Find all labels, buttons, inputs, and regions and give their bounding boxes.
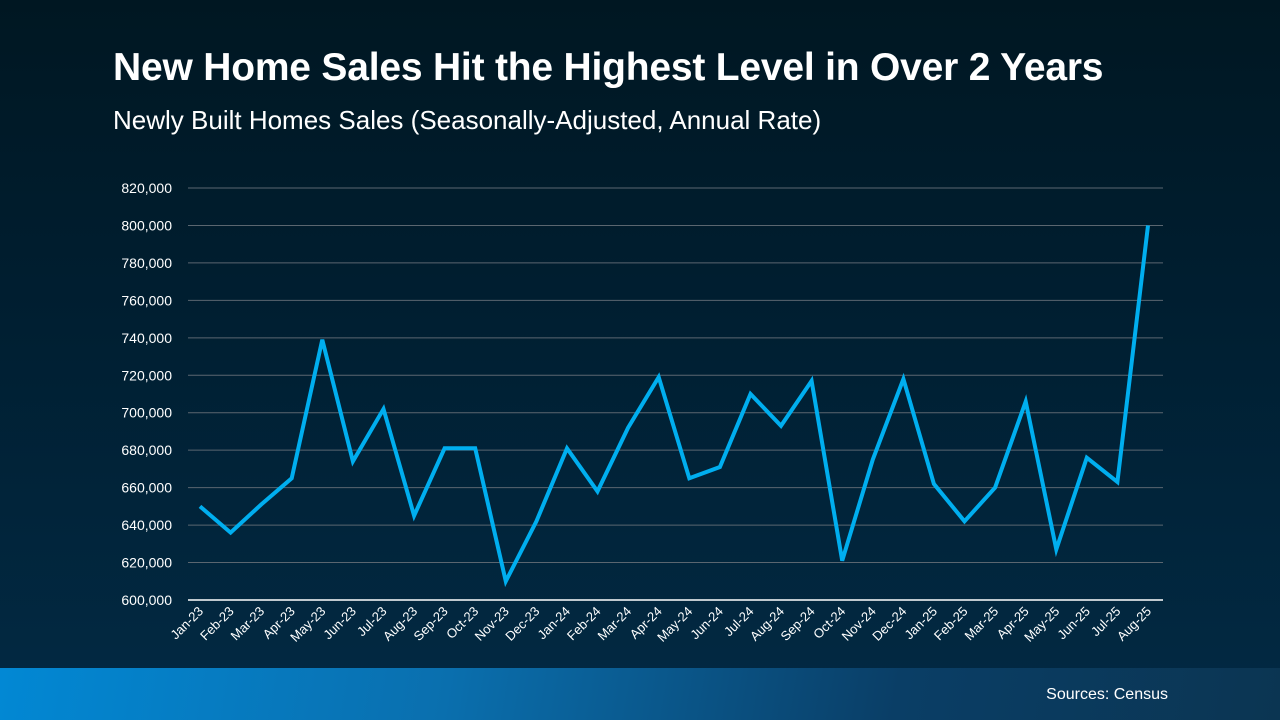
footer-bar: Sources: Census bbox=[0, 668, 1280, 720]
y-tick-label: 680,000 bbox=[121, 442, 172, 458]
x-tick-label: Feb-25 bbox=[931, 604, 971, 644]
chart-subtitle: Newly Built Homes Sales (Seasonally-Adju… bbox=[113, 105, 822, 135]
x-tick-label: Mar-24 bbox=[595, 604, 635, 644]
source-note: Sources: Census bbox=[1046, 686, 1168, 703]
x-tick-label: Jun-23 bbox=[320, 604, 359, 643]
x-tick-label: Feb-23 bbox=[197, 604, 237, 644]
gridlines bbox=[188, 187, 1163, 564]
x-tick-label: Feb-24 bbox=[564, 604, 604, 644]
y-tick-label: 780,000 bbox=[121, 255, 172, 271]
x-tick-label: Aug-25 bbox=[1114, 604, 1154, 644]
x-axis-tick-labels: Jan-23Feb-23Mar-23Apr-23May-23Jun-23Jul-… bbox=[167, 604, 1154, 645]
y-tick-label: 820,000 bbox=[121, 180, 172, 196]
y-tick-label: 660,000 bbox=[121, 480, 172, 496]
x-tick-label: Jun-24 bbox=[687, 604, 726, 643]
x-tick-label: Mar-23 bbox=[228, 604, 268, 644]
y-tick-label: 600,000 bbox=[121, 592, 172, 608]
x-tick-label: Sep-23 bbox=[411, 604, 451, 644]
chart-title: New Home Sales Hit the Highest Level in … bbox=[113, 46, 1104, 89]
x-tick-label: Dec-23 bbox=[502, 604, 542, 644]
y-axis-tick-labels: 600,000 620,000 640,000 660,000 680,000 700,0… bbox=[121, 180, 172, 608]
series-line bbox=[198, 225, 1150, 588]
x-tick-label: Mar-25 bbox=[961, 604, 1001, 644]
y-tick-label: 760,000 bbox=[121, 292, 172, 308]
x-tick-label: Sep-24 bbox=[777, 604, 817, 644]
line-chart: 600,000 620,000 640,000 660,000 680,000 700,0… bbox=[121, 180, 1163, 645]
x-tick-label: Jun-25 bbox=[1054, 604, 1093, 643]
y-tick-label: 800,000 bbox=[121, 217, 172, 233]
y-tick-label: 740,000 bbox=[121, 330, 172, 346]
y-tick-label: 720,000 bbox=[121, 367, 172, 383]
series-line-group bbox=[198, 225, 1150, 588]
y-tick-label: 620,000 bbox=[121, 555, 172, 571]
y-tick-label: 700,000 bbox=[121, 405, 172, 421]
y-tick-label: 640,000 bbox=[121, 517, 172, 533]
x-tick-label: Dec-24 bbox=[869, 604, 909, 644]
